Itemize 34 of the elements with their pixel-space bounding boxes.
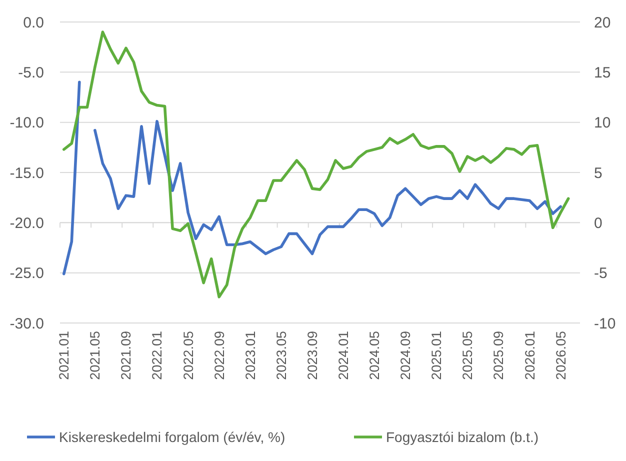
legend-label: Fogyasztói bizalom (b.t.) bbox=[386, 428, 538, 445]
y-tick-label: -30.0 bbox=[10, 315, 44, 332]
x-tick-label: 2024.05 bbox=[367, 331, 382, 380]
y2-tick-label: 5 bbox=[594, 164, 602, 182]
x-tick-label: 2025.01 bbox=[429, 331, 444, 380]
x-tick-label: 2023.09 bbox=[304, 331, 320, 380]
y2-tick-label: 20 bbox=[594, 14, 611, 32]
x-tick-label: 2021.05 bbox=[88, 331, 103, 380]
legend-label: Kiskereskedelmi forgalom (év/év, %) bbox=[59, 428, 286, 445]
y-tick-label: -10.0 bbox=[10, 114, 44, 132]
x-tick-label: 2022.01 bbox=[150, 331, 165, 380]
y-tick-label: -15.0 bbox=[10, 164, 44, 182]
y-tick-label: -5.0 bbox=[18, 64, 44, 82]
x-tick-label: 2025.05 bbox=[460, 331, 476, 380]
y2-tick-label: 15 bbox=[594, 64, 611, 82]
y-tick-label: -25.0 bbox=[10, 265, 44, 282]
x-tick-label: 2025.09 bbox=[491, 331, 506, 380]
x-tick-label: 2021.09 bbox=[118, 331, 134, 380]
y-tick-label: 0.0 bbox=[23, 14, 44, 32]
x-tick-label: 2026.05 bbox=[553, 331, 568, 380]
line-series bbox=[62, 30, 570, 298]
y2-tick-label: -5 bbox=[594, 265, 608, 282]
y2-tick-label: 10 bbox=[594, 114, 611, 132]
x-tick-label: 2022.05 bbox=[180, 331, 196, 380]
y2-tick-label: -10 bbox=[594, 315, 616, 332]
y2-tick-label: 0 bbox=[594, 214, 602, 232]
x-tick-label: 2022.09 bbox=[212, 331, 227, 380]
y-tick-label: -20.0 bbox=[10, 214, 44, 232]
x-tick-label: 2024.09 bbox=[398, 331, 414, 380]
x-tick-label: 2023.05 bbox=[274, 331, 289, 380]
x-tick-label: 2021.01 bbox=[56, 331, 72, 380]
x-tick-label: 2024.01 bbox=[336, 331, 352, 380]
x-tick-label: 2026.01 bbox=[522, 331, 538, 380]
x-tick-label: 2023.01 bbox=[242, 331, 258, 380]
